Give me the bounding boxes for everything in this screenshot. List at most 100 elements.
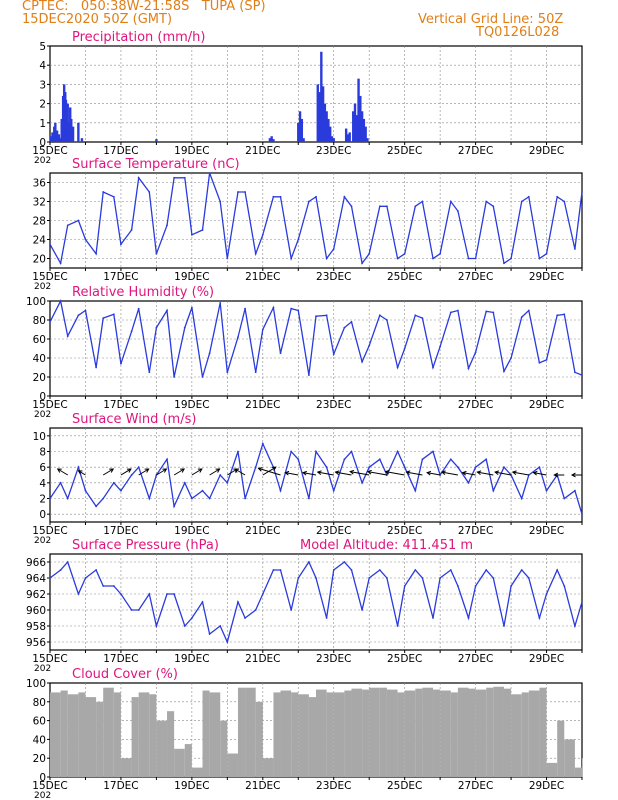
- wind-arrowhead: [553, 472, 559, 478]
- cloud-bar: [351, 688, 363, 777]
- data-point: [130, 229, 133, 231]
- data-point: [361, 262, 364, 265]
- data-point: [183, 326, 186, 329]
- x-tick-label: 19DEC: [174, 399, 209, 411]
- panel-title: Cloud Cover (%): [72, 667, 178, 682]
- data-point: [343, 326, 346, 329]
- data-point: [120, 243, 122, 246]
- data-point: [254, 371, 257, 374]
- data-point: [208, 497, 211, 500]
- x-tick-label: 29DEC: [529, 653, 564, 665]
- cloud-bar: [291, 692, 299, 777]
- panel-title: Surface Wind (m/s): [72, 412, 196, 427]
- data-point: [201, 229, 204, 231]
- data-point: [414, 569, 417, 571]
- cloud-bar: [298, 694, 309, 777]
- y-tick-label: 2: [39, 494, 46, 506]
- data-point: [439, 345, 442, 348]
- data-point: [386, 577, 388, 579]
- cloud-bar: [245, 687, 256, 777]
- wind-vector: [512, 471, 529, 476]
- data-point: [503, 625, 505, 627]
- data-point: [190, 233, 193, 236]
- data-point: [95, 569, 98, 571]
- panel-1: 0 1 2 3 4 5 15DEC 17DEC 19DEC 21DEC 23DEC 25DEC 27DE…: [32, 30, 583, 166]
- x-tick-label: 25DEC: [387, 653, 422, 665]
- data-point: [503, 262, 505, 265]
- data-point: [166, 309, 168, 312]
- wind-vector: [302, 472, 317, 476]
- wind-arrowhead: [109, 468, 115, 473]
- cloud-bar: [422, 687, 434, 777]
- data-point: [84, 577, 87, 579]
- x-tick-label: 25DEC: [387, 525, 422, 537]
- data-point: [112, 481, 115, 484]
- data-point: [59, 262, 62, 265]
- data-point: [538, 257, 541, 260]
- wind-arrowhead: [257, 467, 263, 472]
- cloud-bar: [404, 690, 416, 777]
- data-point: [166, 224, 168, 227]
- data-point: [378, 458, 381, 461]
- data-point: [361, 360, 364, 363]
- data-point: [485, 569, 488, 571]
- wind-arrowhead: [284, 470, 290, 476]
- y-tick-label: 0: [39, 772, 46, 784]
- wind-arrowhead: [461, 470, 467, 476]
- data-point: [308, 497, 310, 500]
- data-point: [456, 309, 459, 312]
- precip-bar: [71, 126, 75, 142]
- precip-bar: [346, 134, 350, 142]
- wind-vector: [209, 468, 220, 476]
- data-point: [279, 352, 282, 355]
- data-point: [155, 625, 158, 627]
- data-point: [325, 314, 328, 317]
- precip-bar: [323, 103, 327, 142]
- y-tick-label: 0: [39, 509, 46, 521]
- cloud-bar: [103, 687, 114, 777]
- data-point: [219, 474, 222, 476]
- data-point: [59, 569, 62, 571]
- data-point: [574, 625, 576, 627]
- data-point: [208, 172, 211, 174]
- data-point: [308, 561, 310, 563]
- data-point: [386, 319, 388, 321]
- data-point: [102, 585, 105, 587]
- data-point: [201, 489, 204, 492]
- data-point: [368, 577, 371, 579]
- data-point: [492, 205, 495, 208]
- data-point: [432, 617, 434, 619]
- x-tick-label: 23DEC: [316, 271, 351, 283]
- y-tick-label: 36: [33, 178, 47, 190]
- data-point: [148, 371, 151, 374]
- precip-bar: [348, 132, 351, 142]
- data-point: [84, 238, 87, 241]
- x-tick-label: 19DEC: [174, 780, 209, 792]
- y-tick-label: 6: [39, 462, 46, 474]
- precip-bar: [316, 84, 319, 142]
- data-point: [297, 309, 300, 312]
- cloud-bar: [85, 697, 97, 777]
- data-point: [414, 489, 417, 492]
- y-tick-label: 100: [26, 296, 46, 308]
- data-point: [308, 200, 310, 203]
- data-point: [66, 497, 69, 500]
- data-point: [421, 577, 424, 579]
- data-point: [432, 450, 434, 453]
- data-point: [343, 195, 346, 198]
- series-line: [49, 172, 583, 266]
- y-tick-label: 956: [26, 637, 46, 649]
- x-tick-label: 29DEC: [529, 525, 564, 537]
- y-tick-label: 5: [39, 41, 46, 53]
- data-point: [226, 641, 229, 643]
- data-point: [272, 195, 275, 198]
- cloud-bar: [96, 701, 104, 777]
- data-point: [315, 195, 317, 198]
- cloud-bar: [344, 690, 352, 777]
- x-year-label: 202: [34, 536, 51, 546]
- data-point: [237, 336, 239, 338]
- data-point: [403, 585, 406, 587]
- cloud-bar: [227, 753, 238, 777]
- precip-bar: [352, 111, 355, 142]
- data-point: [155, 326, 158, 329]
